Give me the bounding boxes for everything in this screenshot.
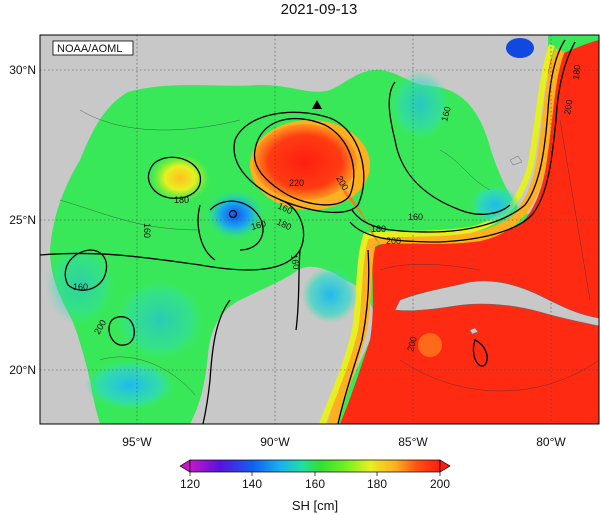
ne-cold-spot [506,38,534,58]
credit-label: NOAA/AOML [57,43,122,55]
colorbar-tick-label: 160 [305,477,325,491]
lon-label: 95°W [122,435,152,449]
loop-current-warm-region [340,40,599,424]
map-panel: 180 160 220 200 160 180 160 180 160 160 … [40,35,599,424]
lon-label: 90°W [260,435,290,449]
lat-axis: 30°N 25°N 20°N [9,63,36,377]
colorbar-tick-label: 140 [242,477,262,491]
contour-label: 160 [142,223,152,238]
colorbar-right-arrow [439,459,451,473]
lat-label: 20°N [9,363,36,377]
island [509,155,523,166]
contour-label: 160 [408,212,423,222]
colorbar: 120 140 160 180 200 SH [cm] [179,459,451,513]
credit-box [52,40,134,56]
cuba-land [394,280,599,327]
contour-label: 200 [562,99,574,116]
map-frame [39,34,600,425]
contour-label-group: 180 160 220 200 160 180 160 180 160 160 … [73,64,582,352]
warm-eddy [253,124,357,200]
map-title: 2021-09-13 [281,1,358,18]
colorbar-ticks [189,472,441,476]
cold-eddy [205,190,265,240]
colorbar-left-arrow [179,459,191,473]
graticule [40,35,599,424]
eddy-tail [340,185,380,245]
colorbar-tick-label: 200 [430,477,450,491]
island-2 [469,327,479,335]
lon-label: 80°W [536,435,566,449]
thin-contours [59,109,599,396]
front-band-yellow [319,44,555,424]
lat-label: 25°N [9,213,36,227]
cyan-patch-3 [115,280,205,360]
open-circle-marker [228,209,238,219]
colorbar-bar [189,459,441,473]
contour-label: 160 [289,254,301,271]
lat-label: 30°N [9,63,36,77]
colorbar-label: SH [cm] [292,498,338,513]
contour-lines [40,39,576,424]
cyan-patch-4 [390,70,450,140]
contour-label: 200 [386,236,401,246]
contour-label: 160 [73,282,88,292]
colorbar-tick-label: 120 [180,477,200,491]
lon-label: 85°W [398,435,428,449]
cyan-patch-2 [85,360,175,410]
contour-label: 160 [439,105,453,122]
cyan-patch-6 [45,245,115,325]
colorbar-tick-label: 180 [367,477,387,491]
caribbean-warm-dot [418,333,442,357]
lon-axis: 95°W 90°W 85°W 80°W [122,435,566,449]
colorbar-tick-labels: 120 140 160 180 200 [180,477,450,491]
contour-label: 200 [405,335,419,352]
contour-label: 220 [289,178,304,188]
contour-label: 180 [174,195,189,205]
cyan-patch-1 [302,267,358,323]
contour-label: 180 [371,224,386,234]
contour-label: 180 [571,64,582,80]
triangle-marker [312,100,322,109]
cyan-patch-5 [470,185,520,225]
contour-label: 160 [250,218,267,232]
